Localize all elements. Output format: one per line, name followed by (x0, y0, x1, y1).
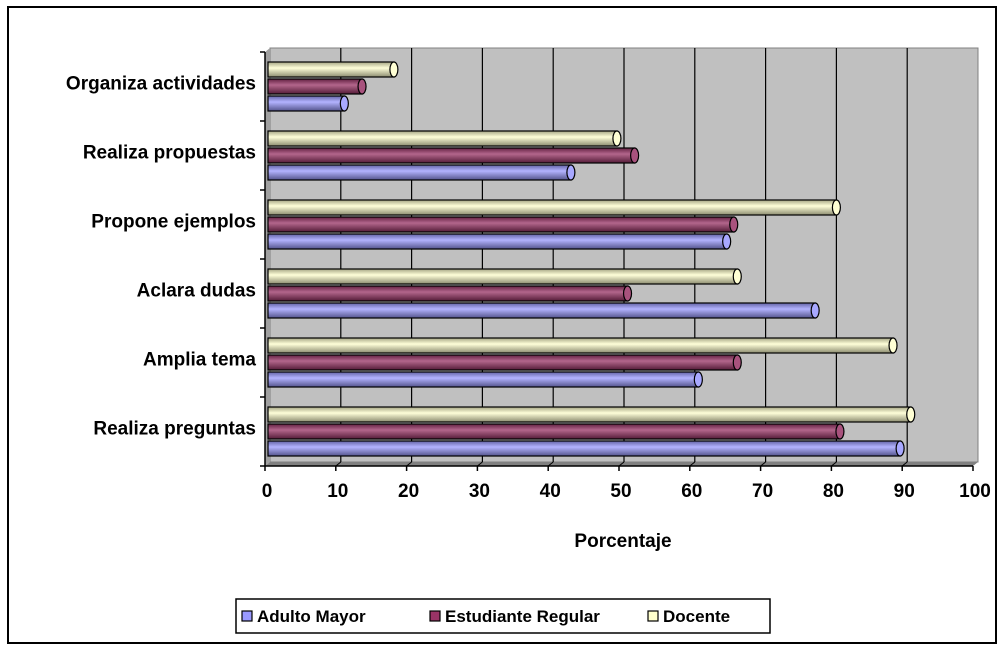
legend-item: Estudiante Regular (429, 607, 600, 626)
x-axis-title: Porcentaje (574, 531, 671, 552)
bar (267, 95, 349, 112)
bar-body (267, 61, 395, 78)
bar-body (267, 371, 699, 388)
bar-body (267, 440, 901, 457)
bar-cap (622, 285, 633, 302)
legend-swatch (647, 610, 659, 622)
category-label: Amplia tema (143, 350, 256, 371)
bar (267, 371, 703, 388)
bar-body (267, 147, 636, 164)
legend-swatch (241, 610, 253, 622)
legend-label: Adulto Mayor (257, 607, 366, 626)
legend: Adulto Mayor Estudiante Regular Docente (235, 598, 771, 634)
bar (267, 302, 820, 319)
bar (267, 423, 845, 440)
bar-cap (831, 199, 842, 216)
bar-body (267, 406, 912, 423)
bar-body (267, 216, 735, 233)
category-label: Realiza propuestas (83, 143, 256, 164)
legend-item: Docente (647, 607, 730, 626)
x-tick-label: 10 (327, 481, 348, 502)
legend-item: Adulto Mayor (241, 607, 366, 626)
bar (267, 130, 622, 147)
bar (267, 354, 742, 371)
bar (267, 406, 916, 423)
x-tick-label: 40 (540, 481, 561, 502)
x-tick-label: 20 (398, 481, 419, 502)
bar-body (267, 423, 841, 440)
bar-cap (339, 95, 349, 112)
bar (267, 337, 898, 354)
bar-body (267, 337, 894, 354)
bar (267, 285, 633, 302)
bar (267, 268, 742, 285)
bar-body (267, 78, 363, 95)
bar (267, 233, 732, 250)
category-label: Propone ejemplos (91, 212, 256, 233)
category-label: Aclara dudas (137, 281, 256, 302)
bar (267, 164, 576, 181)
x-tick-label: 0 (262, 481, 273, 502)
bar-body (267, 95, 345, 112)
bar-cap (566, 164, 576, 181)
legend-swatch (429, 610, 441, 622)
bar-body (267, 199, 838, 216)
bar-body (267, 354, 738, 371)
bar-cap (835, 423, 845, 440)
x-tick-label: 90 (894, 481, 915, 502)
bar-cap (810, 302, 820, 319)
bar-cap (729, 216, 739, 233)
bar-cap (732, 268, 742, 285)
legend-label: Estudiante Regular (445, 607, 600, 626)
legend-label: Docente (663, 607, 730, 626)
x-tick-label: 70 (752, 481, 773, 502)
bar (267, 61, 399, 78)
x-tick-label: 100 (959, 481, 991, 502)
bar-cap (357, 78, 367, 95)
legend-box (235, 598, 771, 634)
bar-cap (895, 440, 905, 457)
bar-cap (389, 61, 399, 78)
x-tick-label: 80 (823, 481, 844, 502)
bar-cap (693, 371, 703, 388)
bar-cap (732, 354, 742, 371)
category-label: Organiza actividades (66, 74, 256, 95)
bar (267, 216, 739, 233)
bar-body (267, 130, 618, 147)
bar-body (267, 302, 816, 319)
category-label: Realiza preguntas (93, 419, 256, 440)
bar-cap (888, 337, 898, 354)
bar (267, 147, 640, 164)
bar (267, 440, 905, 457)
bar-cap (906, 406, 916, 423)
bar-cap (630, 147, 640, 164)
x-tick-label: 50 (610, 481, 631, 502)
bar-body (267, 285, 629, 302)
bar-cap (722, 233, 732, 250)
x-tick-label: 60 (681, 481, 702, 502)
bar-body (267, 268, 738, 285)
bar (267, 78, 367, 95)
x-tick-label: 30 (469, 481, 490, 502)
bar-cap (612, 130, 622, 147)
bar-body (267, 233, 728, 250)
bar-body (267, 164, 572, 181)
bar (267, 199, 842, 216)
